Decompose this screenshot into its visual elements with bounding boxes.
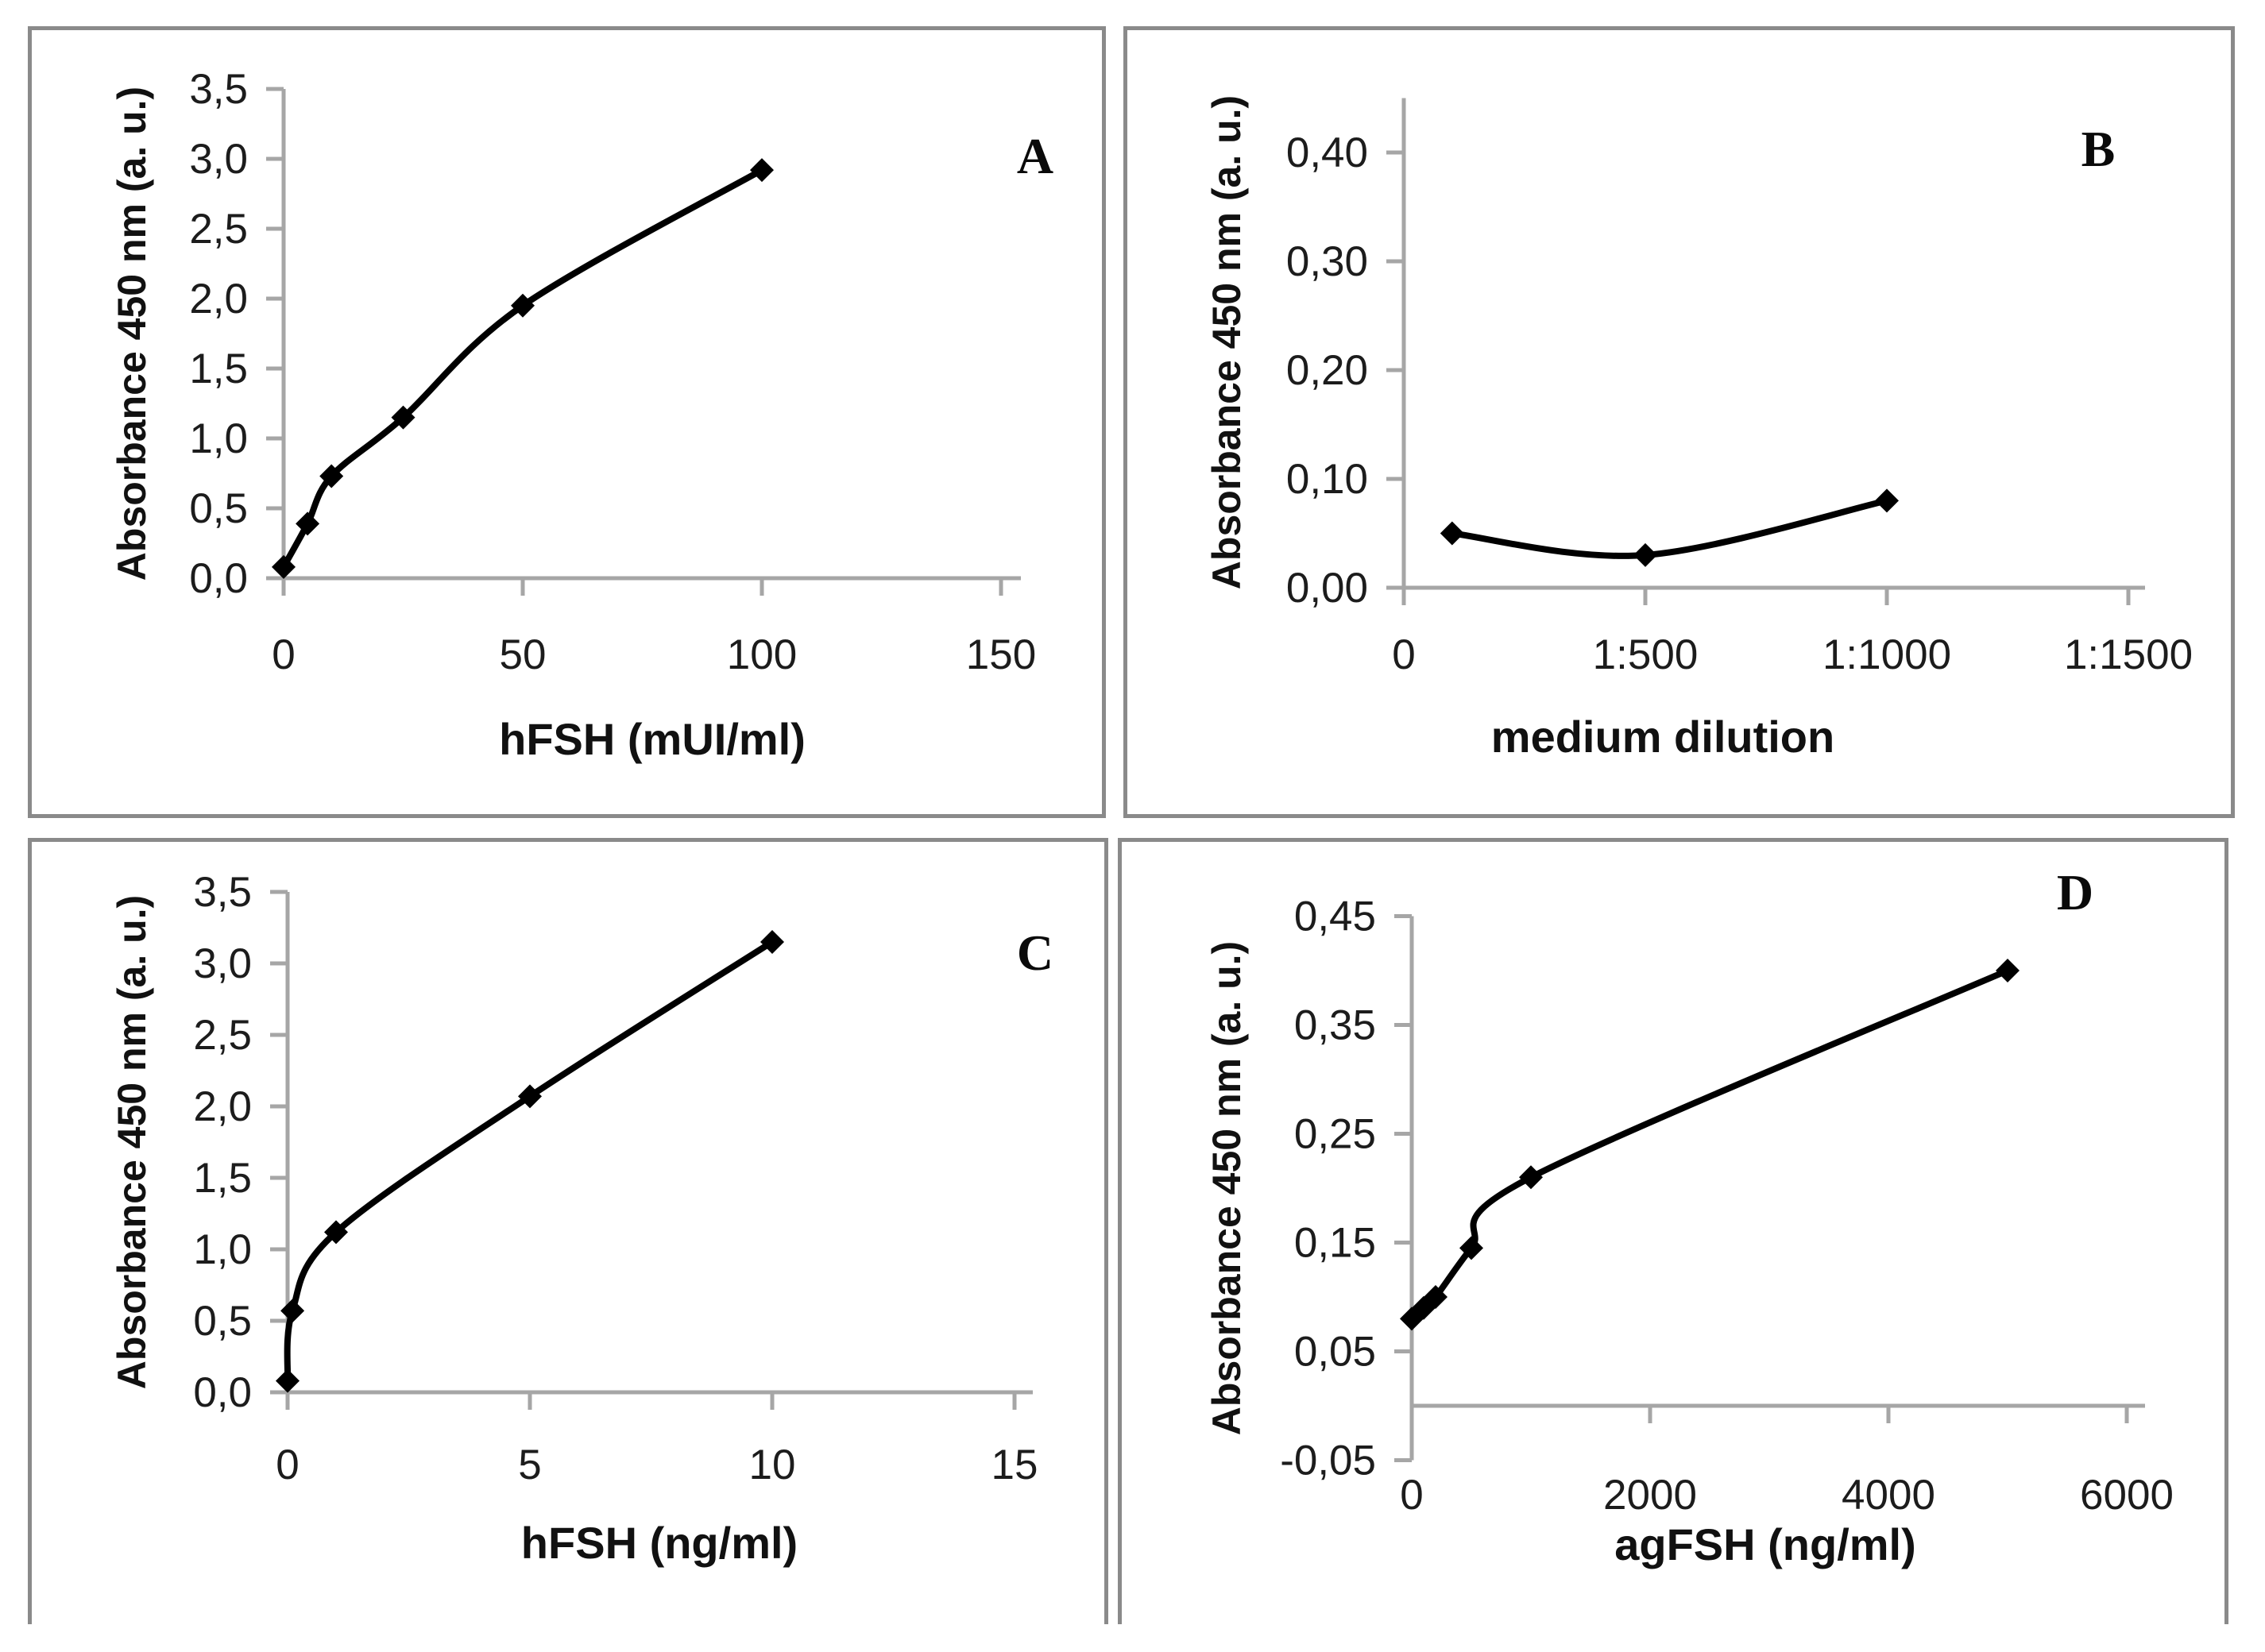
data-point-marker-A	[511, 293, 535, 318]
y-tick-label-B: 0,10	[1286, 456, 1368, 503]
x-axis-title-panel-a: hFSH (mUI/ml)	[499, 714, 806, 764]
data-point-marker-A	[319, 464, 344, 488]
y-axis-title-panel-b: Absorbance 450 nm (a. u.)	[1204, 95, 1249, 590]
y-tick-label-C: 2,5	[193, 1012, 252, 1059]
y-tick-label-B: 0,30	[1286, 238, 1368, 285]
data-point-marker-B	[1440, 521, 1464, 546]
panel-c-box	[28, 838, 1108, 1624]
y-tick-label-D: 0,05	[1294, 1329, 1376, 1376]
x-tick-label-D: 6000	[2080, 1472, 2174, 1519]
y-tick-label-A: 3,0	[189, 136, 248, 183]
data-point-marker-C	[760, 930, 784, 954]
panel-letter-a: A	[1016, 128, 1054, 184]
y-tick-label-C: 2,0	[193, 1083, 252, 1130]
x-tick-label-A: 150	[966, 631, 1036, 678]
y-axis-title-panel-a: Absorbance 450 nm (a. u.)	[110, 86, 154, 581]
y-tick-label-B: 0,40	[1286, 129, 1368, 176]
x-tick-label-B: 1:500	[1593, 631, 1699, 678]
x-tick-label-C: 10	[749, 1442, 796, 1488]
y-tick-label-A: 2,0	[189, 276, 248, 322]
x-tick-label-B: 1:1000	[1822, 631, 1951, 678]
y-tick-label-C: 0,5	[193, 1298, 252, 1345]
panel-d-box	[1118, 838, 2228, 1624]
y-tick-label-C: 3,0	[193, 940, 252, 987]
x-tick-label-C: 0	[276, 1442, 299, 1488]
y-tick-label-C: 3,5	[193, 869, 252, 916]
data-point-marker-A	[296, 511, 320, 536]
data-point-marker-D	[1996, 959, 2020, 982]
data-point-marker-C	[518, 1084, 542, 1109]
x-tick-label-C: 5	[518, 1442, 541, 1488]
panel-b-box	[1123, 26, 2235, 818]
x-tick-label-D: 2000	[1603, 1472, 1697, 1519]
y-tick-label-A: 1,0	[189, 415, 248, 462]
series-line-B	[1448, 497, 1890, 559]
series-line-D	[1409, 967, 2011, 1322]
y-tick-label-D: 0,25	[1294, 1111, 1376, 1158]
data-point-marker-C	[280, 1299, 305, 1323]
panel-letter-b: B	[2081, 121, 2116, 177]
x-axis-title-panel-b: medium dilution	[1490, 712, 1835, 762]
x-tick-label-C: 15	[991, 1442, 1038, 1488]
data-point-marker-D	[1459, 1236, 1483, 1260]
x-tick-label-B: 0	[1392, 631, 1415, 678]
x-tick-label-D: 4000	[1842, 1472, 1935, 1519]
data-point-marker-B	[1633, 542, 1657, 567]
data-point-marker-A	[750, 158, 774, 183]
y-axis-title-panel-d: Absorbance 450 nm (a. u.)	[1204, 940, 1249, 1436]
x-tick-label-B: 1:1500	[2064, 631, 2193, 678]
y-tick-label-A: 0,0	[189, 555, 248, 602]
x-tick-label-A: 0	[272, 631, 295, 678]
x-axis-title-panel-d: agFSH (ng/ml)	[1614, 1519, 1916, 1569]
x-tick-label-D: 0	[1400, 1472, 1423, 1519]
y-tick-label-A: 0,5	[189, 485, 248, 532]
y-tick-label-A: 3,5	[189, 66, 248, 113]
data-point-marker-D	[1424, 1285, 1448, 1309]
data-point-marker-B	[1875, 488, 1899, 513]
panel-letter-d: D	[2056, 864, 2094, 921]
x-axis-title-panel-c: hFSH (ng/ml)	[520, 1518, 798, 1568]
y-tick-label-A: 1,5	[189, 345, 248, 392]
panel-letter-c: C	[1016, 924, 1054, 981]
y-tick-label-C: 0,0	[193, 1369, 252, 1416]
y-tick-label-D: 0,35	[1294, 1002, 1376, 1049]
series-line-A	[280, 167, 765, 570]
data-point-marker-D	[1519, 1165, 1543, 1190]
y-tick-label-B: 0,00	[1286, 565, 1368, 612]
x-tick-label-A: 50	[500, 631, 547, 678]
x-tick-label-A: 100	[727, 631, 797, 678]
y-tick-label-C: 1,5	[193, 1155, 252, 1202]
y-axis-title-panel-c: Absorbance 450 nm (a. u.)	[110, 894, 154, 1390]
data-point-marker-C	[276, 1368, 300, 1393]
data-point-marker-A	[272, 554, 296, 579]
panel-a-box	[28, 26, 1106, 818]
y-tick-label-B: 0,20	[1286, 347, 1368, 394]
y-tick-label-C: 1,0	[193, 1226, 252, 1273]
y-tick-label-D: -0,05	[1280, 1438, 1376, 1484]
y-tick-label-D: 0,15	[1294, 1220, 1376, 1267]
y-tick-label-D: 0,45	[1294, 894, 1376, 940]
y-tick-label-A: 2,5	[189, 206, 248, 253]
data-point-marker-A	[391, 405, 416, 430]
series-line-C	[284, 939, 775, 1384]
data-point-marker-C	[324, 1220, 348, 1245]
